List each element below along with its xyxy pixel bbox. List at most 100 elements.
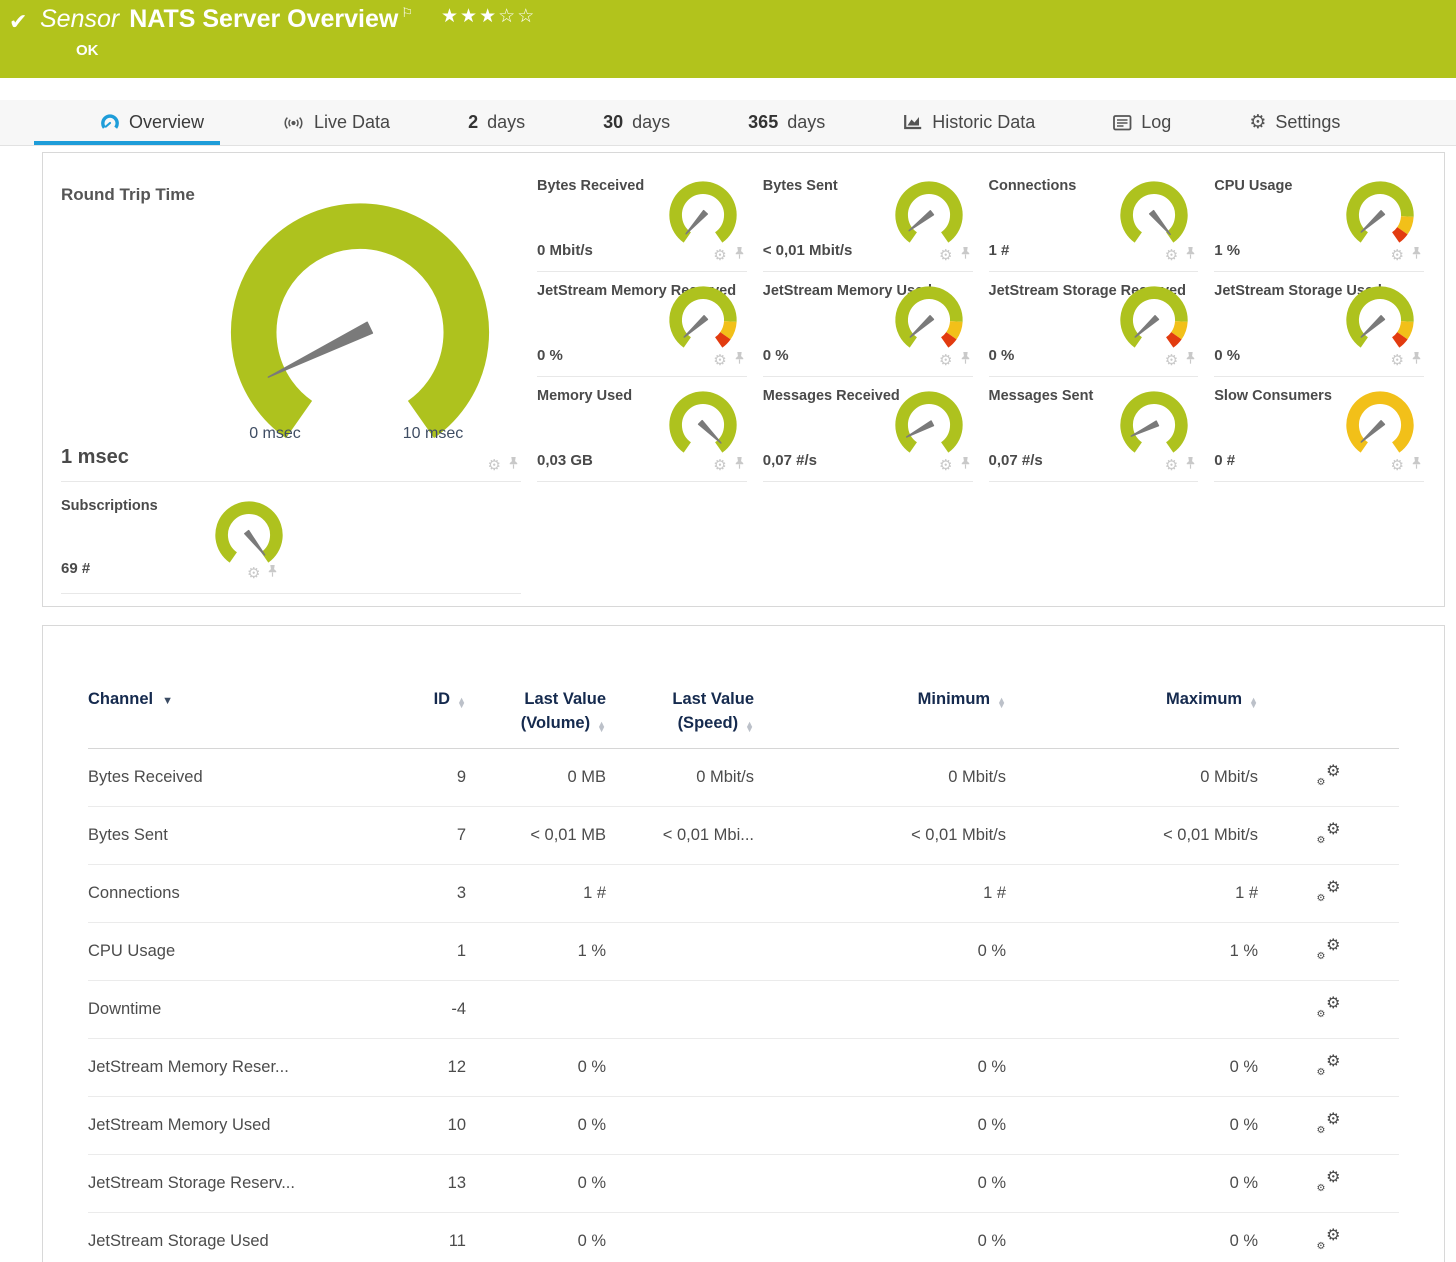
pin-icon[interactable]: [508, 456, 519, 475]
star-filled-icon[interactable]: ★: [460, 6, 480, 27]
column-header-last-value-volume[interactable]: Last Value (Volume) ▲ ▼: [466, 688, 606, 749]
channel-table: Channel ▼ ID ▲ ▼ Last Value (Volume) ▲ ▼ Last Val…: [88, 688, 1399, 1262]
channel-settings-icon[interactable]: ⚙ ⚙: [1317, 879, 1341, 904]
gauge-tile-icons: ⚙: [1391, 456, 1422, 475]
pin-icon[interactable]: [960, 246, 971, 265]
gauge-tile-slow-consumers[interactable]: Slow Consumers 0 # ⚙: [1214, 377, 1424, 482]
jetstream-storage-used-gauge: [1340, 283, 1420, 355]
pin-icon[interactable]: [734, 351, 745, 370]
channel-settings-icon[interactable]: ⚙ ⚙: [1317, 937, 1341, 962]
column-header-id[interactable]: ID ▲ ▼: [384, 688, 466, 749]
gear-icon[interactable]: ⚙: [247, 565, 261, 582]
star-empty-icon[interactable]: ☆: [498, 6, 518, 27]
gear-icon: ⚙: [1326, 1110, 1341, 1128]
gear-icon[interactable]: ⚙: [939, 457, 953, 474]
cell-volume: 0 %: [466, 1096, 606, 1155]
cell-actions: ⚙ ⚙: [1258, 748, 1399, 807]
gauge-tile-round-trip-time[interactable]: Round Trip Time 0 msec 10 msec 1 msec ⚙: [61, 167, 521, 482]
gauge-tile-jetstream-storage-used[interactable]: JetStream Storage Used 0 % ⚙: [1214, 272, 1424, 377]
column-label: Last Value: [672, 690, 754, 708]
gear-icon[interactable]: ⚙: [713, 352, 727, 369]
gear-icon[interactable]: ⚙: [1164, 457, 1179, 474]
cell-channel: JetStream Memory Reser...: [88, 1038, 384, 1097]
channel-settings-icon[interactable]: ⚙ ⚙: [1317, 1111, 1341, 1136]
pin-icon[interactable]: [960, 456, 971, 475]
gear-icon[interactable]: ⚙: [1164, 352, 1179, 369]
gauge-tile-cpu-usage[interactable]: CPU Usage 1 % ⚙: [1214, 167, 1424, 272]
star-filled-icon[interactable]: ★: [441, 6, 461, 27]
cell-channel: JetStream Memory Used: [88, 1096, 384, 1155]
pin-icon[interactable]: [1185, 456, 1196, 475]
gear-icon[interactable]: ⚙: [713, 457, 727, 474]
gauge-tile-messages-sent[interactable]: Messages Sent 0,07 #/s ⚙: [988, 377, 1199, 482]
gauge-title: JetStream Memory Used: [762, 283, 932, 299]
gear-icon[interactable]: ⚙: [1390, 247, 1404, 264]
gauge-tile-memory-used[interactable]: Memory Used 0,03 GB ⚙: [537, 377, 747, 482]
column-header-minimum[interactable]: Minimum ▲ ▼: [754, 688, 1006, 749]
gauge-title: Subscriptions: [61, 498, 158, 514]
cell-max: < 0,01 Mbit/s: [1006, 806, 1258, 865]
channel-settings-icon[interactable]: ⚙ ⚙: [1317, 763, 1341, 788]
star-empty-icon[interactable]: ☆: [517, 6, 537, 27]
tab-live-data[interactable]: Live Data: [282, 100, 390, 145]
gauge-tile-subscriptions[interactable]: Subscriptions 69 # ⚙: [61, 482, 521, 594]
live-data-icon: [282, 115, 305, 131]
gauge-value: 0 #: [1214, 452, 1236, 469]
column-header-maximum[interactable]: Maximum ▲ ▼: [1006, 688, 1258, 749]
pin-icon[interactable]: [1411, 246, 1422, 265]
pin-icon[interactable]: [1411, 351, 1422, 370]
channel-settings-icon[interactable]: ⚙ ⚙: [1317, 821, 1341, 846]
gauge-tile-bytes-sent[interactable]: Bytes Sent < 0,01 Mbit/s ⚙: [762, 167, 973, 272]
channel-settings-icon[interactable]: ⚙ ⚙: [1317, 1227, 1341, 1252]
priority-stars[interactable]: ★★★☆☆: [441, 6, 536, 27]
tab-30-days[interactable]: 30 days: [603, 100, 670, 145]
flag-icon[interactable]: ⚐: [401, 5, 413, 20]
pin-icon[interactable]: [1411, 456, 1422, 475]
gauge-tile-jetstream-memory-reserved[interactable]: JetStream Memory Reserved 0 % ⚙: [537, 272, 747, 377]
tab-365-days[interactable]: 365 days: [748, 100, 825, 145]
gauge-value: 69 #: [61, 560, 91, 577]
gauge-title: Bytes Received: [537, 178, 645, 194]
gauge-scale-max: 10 msec: [402, 425, 464, 442]
table-row: Bytes Received 9 0 MB 0 Mbit/s 0 Mbit/s 0 Mbi…: [88, 748, 1399, 807]
cell-volume: < 0,01 MB: [466, 806, 606, 865]
gear-icon[interactable]: ⚙: [1164, 247, 1179, 264]
gear-icon[interactable]: ⚙: [487, 457, 501, 474]
gear-icon[interactable]: ⚙: [1390, 457, 1404, 474]
gauge-value: 1 %: [1214, 242, 1241, 259]
gear-icon[interactable]: ⚙: [939, 352, 953, 369]
tab-overview[interactable]: Overview: [33, 100, 221, 145]
pin-icon[interactable]: [734, 246, 745, 265]
cell-id: 10: [384, 1096, 466, 1155]
tab-log[interactable]: Log: [1113, 100, 1171, 145]
pin-icon[interactable]: [267, 564, 278, 583]
tab-number: 365: [748, 112, 779, 132]
bytes-sent-gauge: [889, 178, 969, 250]
sort-icon: ▲ ▼: [1249, 695, 1258, 710]
gear-icon[interactable]: ⚙: [1390, 352, 1404, 369]
table-row: Connections 3 1 #1 #1 # ⚙ ⚙: [88, 864, 1399, 923]
pin-icon[interactable]: [1185, 246, 1196, 265]
gauge-tile-connections[interactable]: Connections 1 # ⚙: [988, 167, 1199, 272]
gauge-tile-jetstream-memory-used[interactable]: JetStream Memory Used 0 % ⚙: [762, 272, 973, 377]
gear-icon[interactable]: ⚙: [713, 247, 727, 264]
channel-settings-icon[interactable]: ⚙ ⚙: [1317, 1053, 1341, 1078]
pin-icon[interactable]: [1185, 351, 1196, 370]
pin-icon[interactable]: [734, 456, 745, 475]
tab-historic-data[interactable]: Historic Data: [903, 100, 1035, 145]
column-header-channel[interactable]: Channel ▼: [88, 688, 384, 749]
cell-min: 0 %: [754, 1038, 1006, 1097]
pin-icon[interactable]: [960, 351, 971, 370]
column-label-line2: (Speed): [677, 713, 739, 732]
gauge-tile-messages-received[interactable]: Messages Received 0,07 #/s ⚙: [762, 377, 973, 482]
channel-settings-icon[interactable]: ⚙ ⚙: [1317, 995, 1341, 1020]
gear-icon[interactable]: ⚙: [939, 247, 953, 264]
gauge-tile-bytes-received[interactable]: Bytes Received 0 Mbit/s ⚙: [537, 167, 747, 272]
cell-actions: ⚙ ⚙: [1258, 980, 1399, 1039]
column-header-last-value-speed[interactable]: Last Value (Speed) ▲ ▼: [606, 688, 754, 749]
channel-settings-icon[interactable]: ⚙ ⚙: [1317, 1169, 1341, 1194]
tab-settings[interactable]: ⚙ Settings: [1249, 100, 1340, 145]
gauge-tile-jetstream-storage-reserved[interactable]: JetStream Storage Reserved 0 % ⚙: [988, 272, 1199, 377]
tab-2-days[interactable]: 2 days: [468, 100, 525, 145]
star-filled-icon[interactable]: ★: [479, 6, 499, 27]
